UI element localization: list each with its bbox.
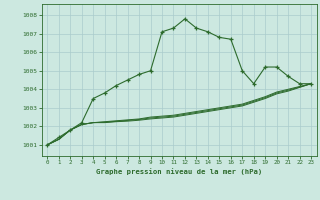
X-axis label: Graphe pression niveau de la mer (hPa): Graphe pression niveau de la mer (hPa)	[96, 168, 262, 175]
